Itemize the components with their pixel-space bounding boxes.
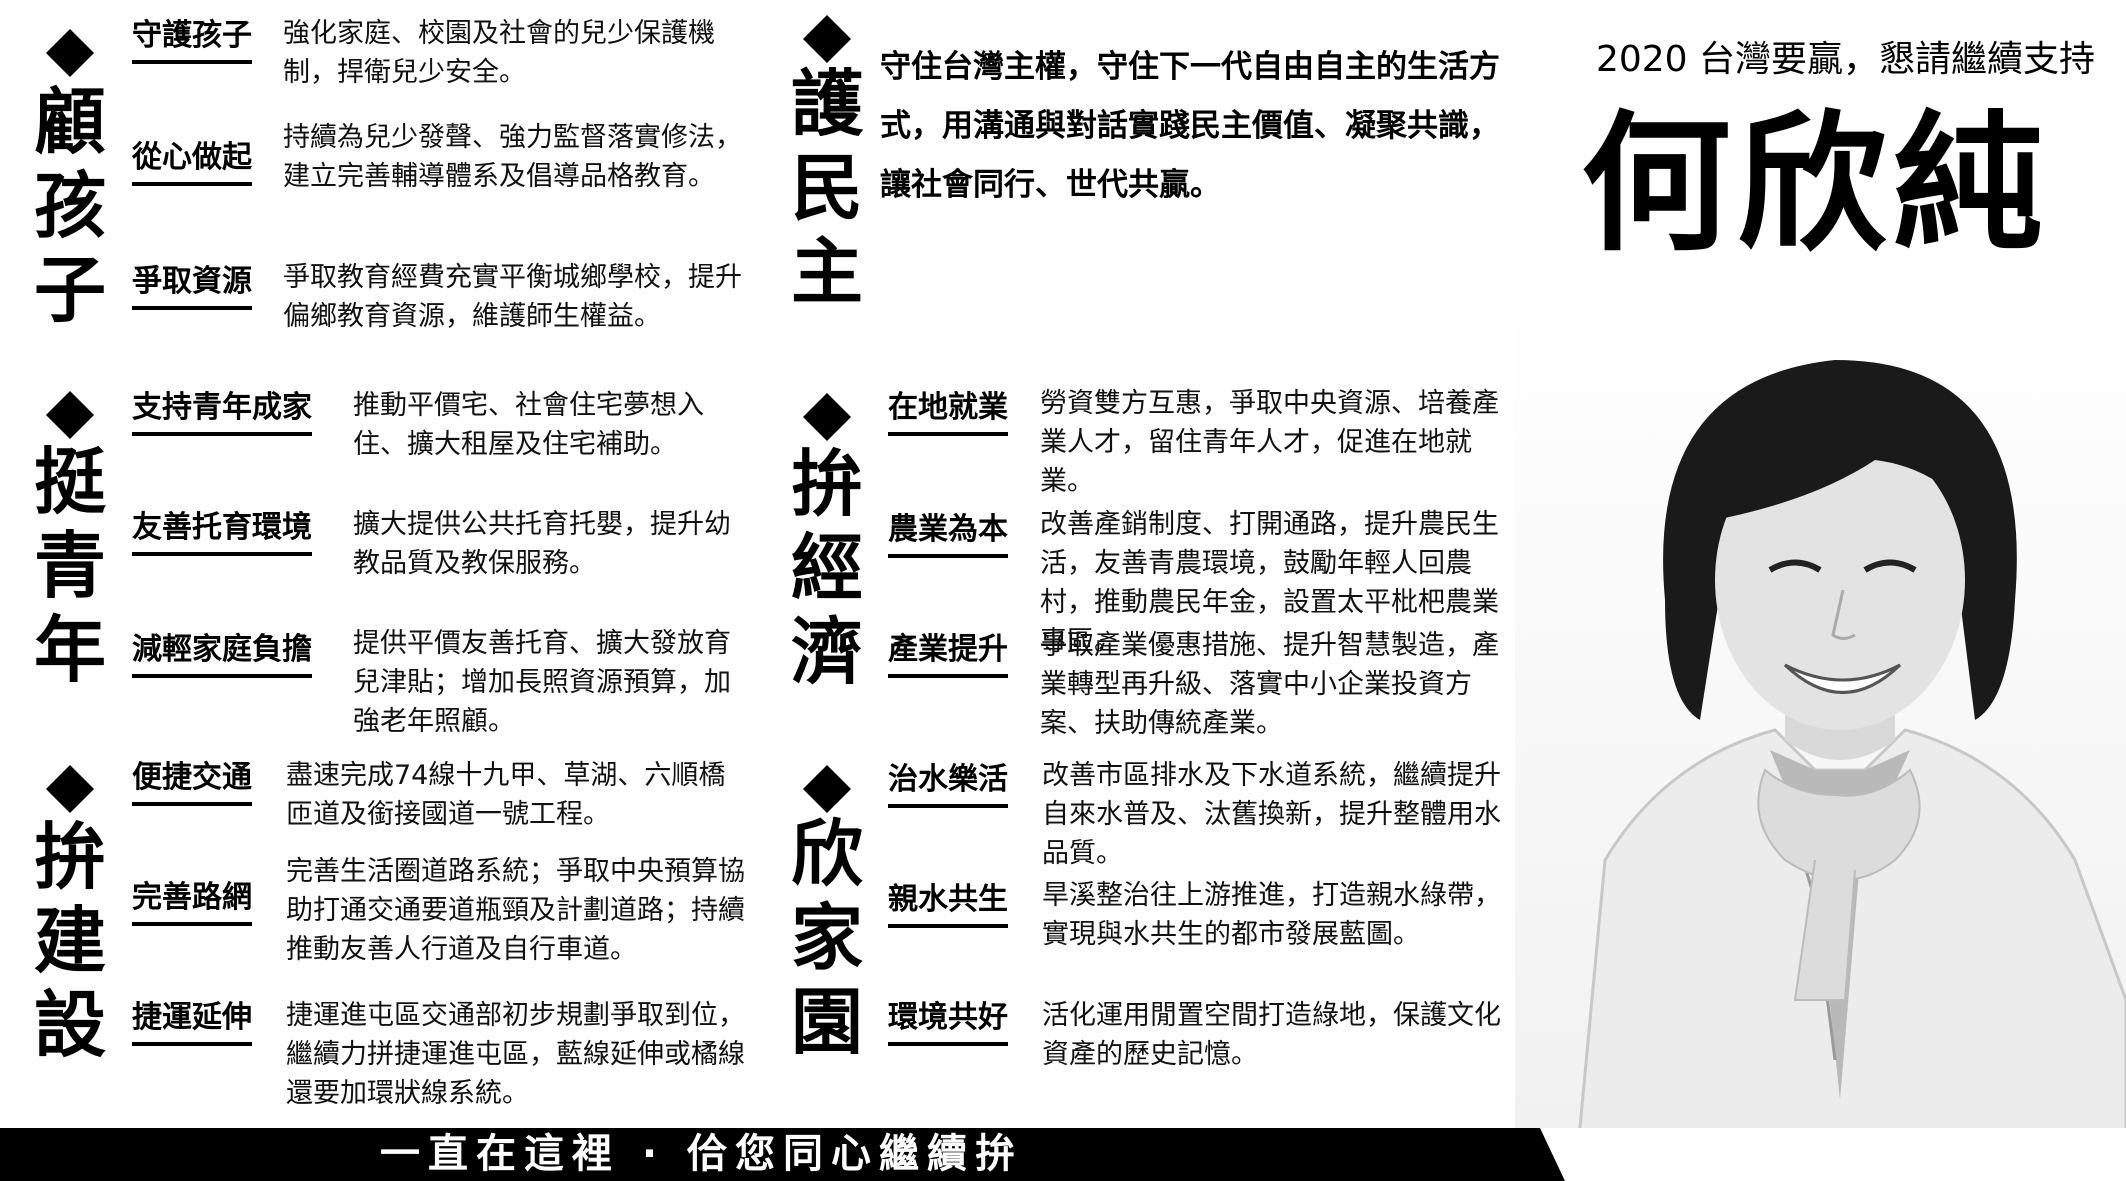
item-label: 從心做起 — [132, 140, 252, 186]
candidate-name: 何欣純 — [1580, 98, 2049, 272]
section-marker-icon — [802, 764, 852, 814]
item-desc: 旱溪整治往上游推進，打造親水綠帶，實現與水共生的都市發展藍圖。 — [1042, 880, 1501, 950]
item-desc: 推動平價宅、社會住宅夢想入住、擴大租屋及住宅補助。 — [353, 390, 704, 460]
item-label: 友善托育環境 — [132, 510, 312, 556]
section-title-jing: 拚經濟 — [790, 442, 863, 694]
section-marker-icon — [45, 764, 95, 814]
item-label: 完善路網 — [132, 880, 252, 926]
footer-bar: 一直在這裡 · 佮您同心繼續拚 — [0, 1128, 2126, 1181]
item-desc: 改善產銷制度、打開通路，提升農民生活，友善青農環境，鼓勵年輕人回農村，推動農民年… — [1040, 509, 1499, 657]
section-title-jian: 拚建設 — [33, 815, 106, 1067]
section-marker-icon — [45, 28, 95, 78]
item-label: 農業為本 — [888, 512, 1008, 558]
item-desc: 捷運進屯區交通部初步規劃爭取到位，繼續力拼捷運進屯區，藍線延伸或橘線還要加環狀線… — [286, 1000, 745, 1109]
section-marker-icon — [802, 392, 852, 442]
item-label: 捷運延伸 — [132, 1000, 252, 1046]
section-marker-icon — [45, 390, 95, 440]
section-marker-icon — [802, 14, 852, 64]
section-title-gu: 顧孩子 — [33, 80, 106, 332]
item-desc: 持續為兒少發聲、強力監督落實修法，建立完善輔導體系及倡導品格教育。 — [283, 122, 742, 192]
footer-slogan: 一直在這裡 · 佮您同心繼續拚 — [380, 1131, 1024, 1177]
item-desc: 爭取教育經費充實平衡城鄉學校，提升偏鄉教育資源，維護師生權益。 — [283, 262, 742, 332]
candidate-portrait — [1515, 300, 2126, 1181]
item-label: 支持青年成家 — [132, 390, 312, 436]
item-desc: 提供平價友善托育、擴大發放育兒津貼；增加長照資源預算，加強老年照顧。 — [353, 628, 731, 737]
item-desc: 強化家庭、校園及社會的兒少保護機制，捍衛兒少安全。 — [283, 18, 715, 88]
section-title-hu: 護民主 — [790, 62, 863, 314]
item-label: 親水共生 — [888, 882, 1008, 928]
item-label: 在地就業 — [888, 390, 1008, 436]
item-desc: 改善市區排水及下水道系統，繼續提升自來水普及、汰舊換新，提升整體用水品質。 — [1042, 760, 1501, 869]
item-desc: 活化運用閒置空間打造綠地，保護文化資產的歷史記憶。 — [1042, 1000, 1501, 1070]
item-label: 爭取資源 — [132, 264, 252, 310]
item-label: 環境共好 — [888, 1000, 1008, 1046]
section-title-xin: 欣家園 — [790, 812, 863, 1064]
footer-bar-fill — [0, 1128, 1565, 1181]
item-desc: 完善生活圈道路系統；爭取中央預算協助打通交通要道瓶頸及計劃道路；持續推動友善人行… — [286, 856, 745, 965]
democracy-text: 守住台灣主權，守住下一代自由自主的生活方式，用溝通與對話實踐民主價值、凝聚共識，… — [880, 49, 1500, 203]
item-desc: 爭取產業優惠措施、提升智慧製造，產業轉型再升級、落實中小企業投資方案、扶助傳統產… — [1040, 630, 1499, 739]
item-label: 減輕家庭負擔 — [132, 632, 312, 678]
item-label: 便捷交通 — [132, 760, 252, 806]
item-desc: 擴大提供公共托育托嬰，提升幼教品質及教保服務。 — [353, 509, 731, 579]
item-label: 守護孩子 — [132, 18, 252, 64]
item-label: 產業提升 — [888, 632, 1008, 678]
item-desc: 勞資雙方互惠，爭取中央資源、培養產業人才，留住青年人才，促進在地就業。 — [1040, 388, 1499, 497]
campaign-slogan: 2020 台灣要贏，懇請繼續支持 — [1595, 39, 2095, 80]
section-title-ting: 挺青年 — [33, 440, 106, 692]
item-desc: 盡速完成74線十九甲、草湖、六順橋匝道及銜接國道一號工程。 — [286, 760, 726, 830]
item-label: 治水樂活 — [888, 762, 1008, 808]
